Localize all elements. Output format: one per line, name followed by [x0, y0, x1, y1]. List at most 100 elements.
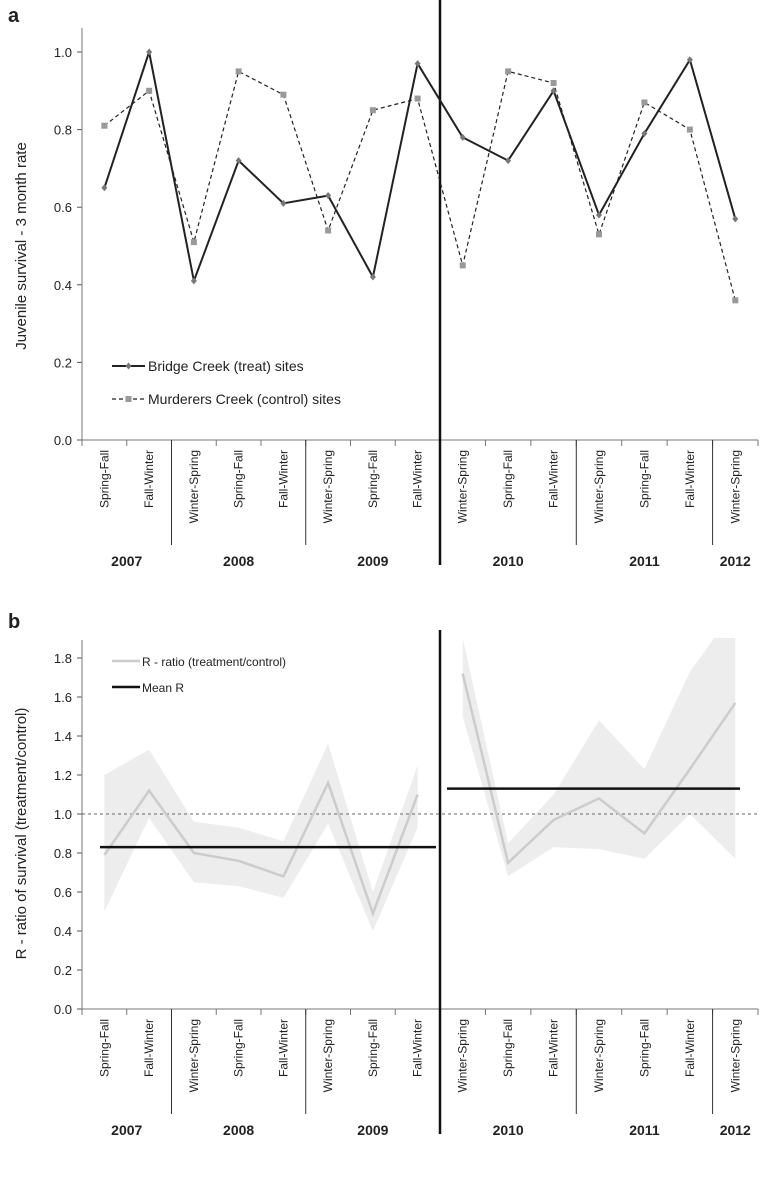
- data-point-bridge-creek: [190, 277, 197, 285]
- x-tick-label: Winter-Spring: [187, 1019, 201, 1092]
- legend-label-r-ratio: R - ratio (treatment/control): [142, 655, 286, 669]
- legend-label-bridge-creek: Bridge Creek (treat) sites: [148, 358, 304, 374]
- data-point-murderers-creek: [190, 239, 197, 246]
- x-tick-label: Spring-Fall: [637, 1019, 651, 1077]
- year-label: 2009: [357, 1122, 388, 1138]
- y-axis-label: Juvenile survival - 3 month rate: [13, 142, 30, 350]
- data-point-bridge-creek: [596, 211, 602, 219]
- y-tick-label: 1.0: [54, 807, 72, 822]
- data-point-murderers-creek: [235, 68, 242, 75]
- x-tick-label: Spring-Fall: [501, 1019, 515, 1077]
- y-tick-label: 0.0: [54, 433, 72, 448]
- series-line-r-ratio: [103, 779, 419, 918]
- x-tick-label: Fall-Winter: [547, 450, 561, 508]
- x-tick-label: Fall-Winter: [547, 1019, 561, 1077]
- panel-letter: b: [8, 611, 20, 633]
- panel-letter: a: [8, 5, 20, 27]
- data-point-murderers-creek: [596, 231, 602, 238]
- y-axis-label: R - ratio of survival (treatment/control…: [13, 708, 30, 960]
- data-point-murderers-creek: [505, 68, 512, 75]
- y-tick-label: 1.2: [54, 768, 72, 783]
- panel-a: a Juvenile survival - 3 month rate 0.0 0.2 0…: [8, 0, 759, 569]
- x-tick-label: Winter-Spring: [456, 450, 470, 523]
- y-tick-label: 0.6: [54, 200, 72, 215]
- y-tick-label: 1.8: [54, 651, 72, 666]
- year-label: 2010: [493, 1122, 524, 1138]
- x-tick-label: Spring-Fall: [366, 1019, 380, 1077]
- legend: Bridge Creek (treat) sites Murderers Cree…: [112, 358, 341, 407]
- x-tick-label: Spring-Fall: [501, 450, 515, 508]
- x-tick-label: Spring-Fall: [97, 450, 111, 508]
- y-tick-label: 0.2: [54, 355, 72, 370]
- data-point-bridge-creek: [732, 215, 739, 223]
- data-point-bridge-creek: [369, 273, 376, 281]
- x-tick-label: Spring-Fall: [232, 450, 246, 508]
- y-tick-label: 0.6: [54, 885, 72, 900]
- year-label: 2007: [111, 1122, 142, 1138]
- x-tick-label: Fall-Winter: [276, 1019, 290, 1077]
- y-tick-label: 0.8: [54, 846, 72, 861]
- x-tick-label: Fall-Winter: [411, 1019, 425, 1077]
- x-tick-label: Spring-Fall: [366, 450, 380, 508]
- data-point-bridge-creek: [550, 87, 557, 95]
- year-label: 2007: [111, 553, 142, 569]
- legend: R - ratio (treatment/control) Mean R: [112, 655, 286, 695]
- x-tick-label: Spring-Fall: [97, 1019, 111, 1077]
- data-point-murderers-creek: [101, 122, 108, 129]
- data-point-murderers-creek: [641, 99, 648, 106]
- legend-label-mean-r: Mean R: [142, 681, 184, 695]
- data-point-bridge-creek: [235, 157, 242, 165]
- data-point-bridge-creek: [280, 199, 287, 207]
- data-point-murderers-creek: [550, 80, 557, 87]
- x-tick-label: Winter-Spring: [321, 1019, 335, 1092]
- x-tick-label: Winter-Spring: [592, 1019, 606, 1092]
- data-point-murderers-creek: [459, 262, 466, 269]
- data-point-bridge-creek: [641, 129, 648, 137]
- x-tick-label: Winter-Spring: [321, 450, 335, 523]
- plot-area: [82, 638, 758, 931]
- data-point-murderers-creek: [280, 91, 287, 98]
- data-point-bridge-creek: [325, 192, 332, 200]
- legend-marker-bridge-creek: [125, 362, 132, 370]
- y-tick-label: 0.0: [54, 1002, 72, 1017]
- y-tick-label: 1.6: [54, 690, 72, 705]
- year-label: 2011: [629, 553, 660, 569]
- y-tick-label: 0.4: [54, 924, 72, 939]
- data-point-bridge-creek: [101, 184, 108, 192]
- year-label: 2012: [720, 553, 751, 569]
- year-label: 2011: [629, 1122, 660, 1138]
- y-tick-label: 0.2: [54, 963, 72, 978]
- x-tick-label: Winter-Spring: [728, 450, 742, 523]
- series-line-bridge-creek: [103, 48, 737, 285]
- data-point-bridge-creek: [146, 48, 153, 56]
- x-tick-label: Spring-Fall: [637, 450, 651, 508]
- x-tick-label: Spring-Fall: [232, 1019, 246, 1077]
- data-point-bridge-creek: [459, 133, 466, 141]
- x-tick-label: Fall-Winter: [683, 1019, 697, 1077]
- legend-label-murderers-creek: Murderers Creek (control) sites: [148, 391, 341, 407]
- year-label: 2009: [357, 553, 388, 569]
- data-point-murderers-creek: [369, 107, 376, 114]
- x-tick-label: Fall-Winter: [411, 450, 425, 508]
- data-point-bridge-creek: [414, 60, 421, 68]
- data-point-murderers-creek: [732, 297, 739, 304]
- y-tick-label: 1.4: [54, 729, 72, 744]
- year-label: 2010: [493, 553, 524, 569]
- confidence-band: [104, 743, 418, 931]
- panel-b: b R - ratio of survival (treatment/contro…: [8, 611, 759, 1138]
- year-label: 2008: [223, 1122, 254, 1138]
- x-tick-label: Fall-Winter: [683, 450, 697, 508]
- year-label: 2008: [223, 553, 254, 569]
- data-point-murderers-creek: [146, 87, 153, 94]
- legend-marker-murderers-creek: [125, 396, 132, 402]
- x-tick-label: Winter-Spring: [187, 450, 201, 523]
- series-line-r-ratio: [461, 673, 737, 866]
- x-tick-label: Fall-Winter: [142, 450, 156, 508]
- x-tick-label: Winter-Spring: [728, 1019, 742, 1092]
- x-tick-label: Winter-Spring: [592, 450, 606, 523]
- data-point-murderers-creek: [414, 95, 421, 102]
- data-point-bridge-creek: [505, 157, 512, 165]
- y-tick-label: 0.8: [54, 123, 72, 138]
- x-tick-label: Fall-Winter: [142, 1019, 156, 1077]
